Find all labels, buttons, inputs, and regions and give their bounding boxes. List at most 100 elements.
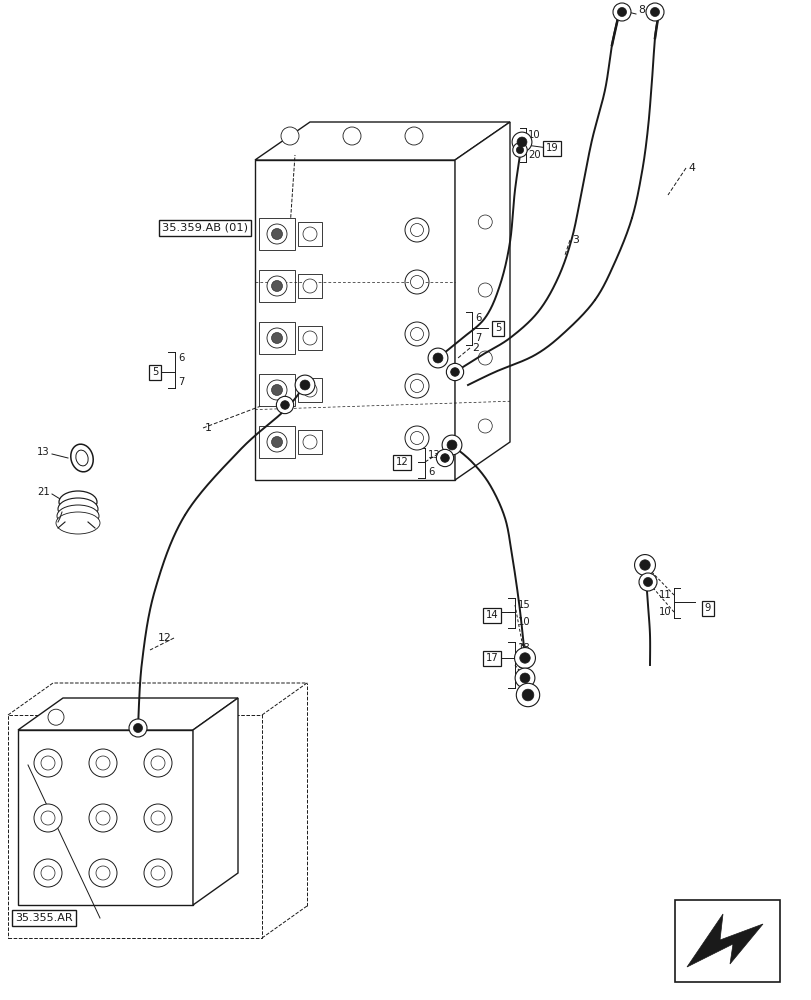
Circle shape [303, 383, 316, 397]
Circle shape [516, 146, 523, 154]
Text: 35.359.AB (01): 35.359.AB (01) [162, 223, 247, 233]
Circle shape [410, 379, 423, 392]
Circle shape [41, 866, 55, 880]
Circle shape [436, 449, 453, 467]
Circle shape [276, 396, 294, 414]
Text: 12: 12 [158, 633, 172, 643]
Text: 9: 9 [704, 603, 710, 613]
Text: 2: 2 [471, 343, 478, 353]
Circle shape [303, 331, 316, 345]
Bar [298, 274, 322, 298]
Circle shape [303, 227, 316, 241]
Circle shape [513, 143, 526, 157]
Circle shape [271, 436, 282, 448]
Text: 6: 6 [178, 353, 184, 363]
Circle shape [478, 283, 491, 297]
Polygon shape [255, 160, 454, 480]
Text: 10: 10 [659, 607, 672, 617]
Circle shape [144, 749, 172, 777]
Circle shape [478, 351, 491, 365]
Text: 17: 17 [485, 653, 498, 663]
Ellipse shape [58, 498, 98, 520]
Circle shape [427, 348, 448, 368]
Text: 12: 12 [395, 457, 408, 467]
Circle shape [642, 578, 652, 586]
Circle shape [639, 560, 650, 570]
Circle shape [519, 653, 530, 663]
Circle shape [646, 3, 663, 21]
Text: 6: 6 [427, 467, 434, 477]
Circle shape [512, 132, 531, 152]
Circle shape [267, 276, 286, 296]
Text: 16: 16 [517, 660, 530, 670]
Circle shape [638, 573, 656, 591]
Circle shape [303, 279, 316, 293]
Text: 35.355.AR: 35.355.AR [15, 913, 72, 923]
Circle shape [432, 353, 443, 363]
Circle shape [450, 368, 459, 376]
Circle shape [405, 322, 428, 346]
Bar [298, 326, 322, 350]
Text: 11: 11 [659, 590, 672, 600]
Circle shape [405, 270, 428, 294]
Circle shape [616, 7, 626, 16]
Circle shape [517, 137, 526, 147]
Circle shape [41, 811, 55, 825]
Circle shape [271, 332, 282, 344]
Bar [298, 378, 322, 402]
Polygon shape [18, 698, 238, 730]
Circle shape [271, 229, 282, 239]
Circle shape [303, 435, 316, 449]
Circle shape [514, 648, 534, 668]
Circle shape [96, 866, 109, 880]
Circle shape [281, 401, 289, 409]
Text: 19: 19 [545, 143, 558, 153]
Circle shape [133, 723, 142, 732]
Bar [259, 218, 294, 250]
Circle shape [405, 426, 428, 450]
Text: 21: 21 [37, 487, 50, 497]
Circle shape [281, 127, 298, 145]
Bar [259, 322, 294, 354]
Circle shape [41, 756, 55, 770]
Ellipse shape [57, 505, 99, 527]
Text: 10: 10 [517, 617, 530, 627]
Text: 3: 3 [571, 235, 578, 245]
Bar [298, 430, 322, 454]
Circle shape [514, 668, 534, 688]
Circle shape [89, 749, 117, 777]
Circle shape [271, 384, 282, 395]
Circle shape [300, 380, 310, 390]
Circle shape [405, 127, 423, 145]
Circle shape [34, 859, 62, 887]
Circle shape [151, 866, 165, 880]
Circle shape [267, 328, 286, 348]
Text: 10: 10 [517, 677, 530, 687]
Circle shape [441, 435, 461, 455]
Circle shape [267, 432, 286, 452]
Text: 18: 18 [517, 643, 530, 653]
Circle shape [650, 7, 659, 16]
Bar [259, 426, 294, 458]
Circle shape [516, 683, 539, 707]
Circle shape [478, 419, 491, 433]
Circle shape [478, 215, 491, 229]
Circle shape [267, 224, 286, 244]
Circle shape [294, 375, 315, 395]
Circle shape [89, 859, 117, 887]
Circle shape [410, 224, 423, 236]
Polygon shape [193, 698, 238, 905]
Circle shape [405, 218, 428, 242]
Text: 5: 5 [152, 367, 158, 377]
Text: 10: 10 [527, 130, 540, 140]
Circle shape [48, 709, 64, 725]
Circle shape [342, 127, 361, 145]
Circle shape [129, 719, 147, 737]
Ellipse shape [75, 450, 88, 466]
Circle shape [410, 275, 423, 288]
Bar [674, 900, 779, 982]
Circle shape [405, 374, 428, 398]
Ellipse shape [71, 444, 93, 472]
Text: 14: 14 [485, 610, 498, 620]
Circle shape [144, 859, 172, 887]
